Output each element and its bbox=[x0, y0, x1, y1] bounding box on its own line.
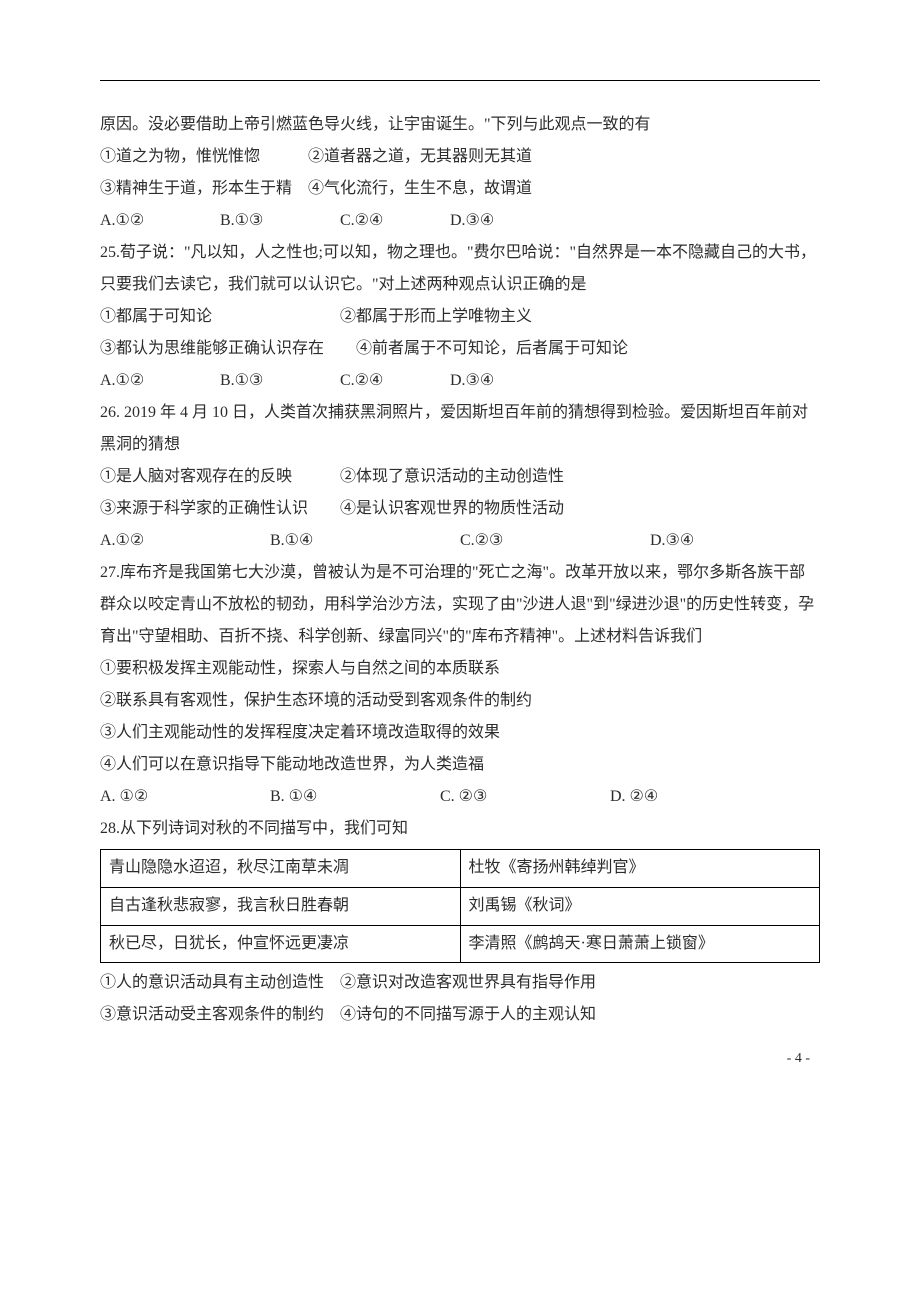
q26-options: A.①② B.①④ C.②③ D.③④ bbox=[100, 525, 820, 557]
option-d: D.③④ bbox=[450, 365, 560, 397]
lead-in-options: A.①② B.①③ C.②④ D.③④ bbox=[100, 205, 820, 237]
q27-stem: 27.库布齐是我国第七大沙漠，曾被认为是不可治理的"死亡之海"。改革开放以来，鄂… bbox=[100, 557, 820, 653]
lead-in-stem: 原因。没必要借助上帝引燃蓝色导火线，让宇宙诞生。"下列与此观点一致的有 bbox=[100, 109, 820, 141]
option-b: B. ①④ bbox=[270, 781, 440, 813]
q25-options: A.①② B.①③ C.②④ D.③④ bbox=[100, 365, 820, 397]
option-b: B.①③ bbox=[220, 205, 340, 237]
page-number: - 4 - bbox=[787, 1051, 810, 1067]
q28-item-2: ③意识活动受主客观条件的制约 ④诗句的不同描写源于人的主观认知 bbox=[100, 999, 820, 1031]
lead-in-item-1: ①道之为物，惟恍惟惚 ②道者器之道，无其器则无其道 bbox=[100, 141, 820, 173]
q25-item-1: ①都属于可知论 ②都属于形而上学唯物主义 bbox=[100, 301, 820, 333]
table-row: 秋已尽，日犹长，仲宣怀远更凄凉 李清照《鹧鸪天·寒日萧萧上锁窗》 bbox=[101, 925, 820, 963]
poem-cell: 自古逢秋悲寂寥，我言秋日胜春朝 bbox=[101, 887, 461, 925]
q27-options: A. ①② B. ①④ C. ②③ D. ②④ bbox=[100, 781, 820, 813]
option-d: D. ②④ bbox=[610, 781, 658, 813]
q27-item-1: ①要积极发挥主观能动性，探索人与自然之间的本质联系 bbox=[100, 653, 820, 685]
option-b: B.①④ bbox=[270, 525, 460, 557]
option-a: A.①② bbox=[100, 365, 220, 397]
lead-in-item-2: ③精神生于道，形本生于精 ④气化流行，生生不息，故谓道 bbox=[100, 173, 820, 205]
option-d: D.③④ bbox=[650, 525, 694, 557]
q27-item-4: ④人们可以在意识指导下能动地改造世界，为人类造福 bbox=[100, 749, 820, 781]
q26-stem: 26. 2019 年 4 月 10 日，人类首次捕获黑洞照片，爱因斯坦百年前的猜… bbox=[100, 397, 820, 461]
option-a: A.①② bbox=[100, 205, 220, 237]
option-d: D.③④ bbox=[450, 205, 560, 237]
top-rule bbox=[100, 80, 820, 81]
option-a: A.①② bbox=[100, 525, 270, 557]
option-a: A. ①② bbox=[100, 781, 270, 813]
source-cell: 刘禹锡《秋词》 bbox=[460, 887, 820, 925]
document-page: 原因。没必要借助上帝引燃蓝色导火线，让宇宙诞生。"下列与此观点一致的有 ①道之为… bbox=[0, 0, 920, 1091]
option-c: C.②③ bbox=[460, 525, 650, 557]
poem-cell: 青山隐隐水迢迢，秋尽江南草未凋 bbox=[101, 850, 461, 888]
option-c: C. ②③ bbox=[440, 781, 610, 813]
source-cell: 杜牧《寄扬州韩绰判官》 bbox=[460, 850, 820, 888]
q26-item-2: ③来源于科学家的正确性认识 ④是认识客观世界的物质性活动 bbox=[100, 493, 820, 525]
q25-item-2: ③都认为思维能够正确认识存在 ④前者属于不可知论，后者属于可知论 bbox=[100, 333, 820, 365]
q28-item-1: ①人的意识活动具有主动创造性 ②意识对改造客观世界具有指导作用 bbox=[100, 967, 820, 999]
poem-cell: 秋已尽，日犹长，仲宣怀远更凄凉 bbox=[101, 925, 461, 963]
option-b: B.①③ bbox=[220, 365, 340, 397]
q27-item-3: ③人们主观能动性的发挥程度决定着环境改造取得的效果 bbox=[100, 717, 820, 749]
q26-item-1: ①是人脑对客观存在的反映 ②体现了意识活动的主动创造性 bbox=[100, 461, 820, 493]
option-c: C.②④ bbox=[340, 205, 450, 237]
q28-stem: 28.从下列诗词对秋的不同描写中，我们可知 bbox=[100, 813, 820, 845]
q25-stem: 25.荀子说："凡以知，人之性也;可以知，物之理也。"费尔巴哈说："自然界是一本… bbox=[100, 237, 820, 301]
table-row: 自古逢秋悲寂寥，我言秋日胜春朝 刘禹锡《秋词》 bbox=[101, 887, 820, 925]
table-row: 青山隐隐水迢迢，秋尽江南草未凋 杜牧《寄扬州韩绰判官》 bbox=[101, 850, 820, 888]
source-cell: 李清照《鹧鸪天·寒日萧萧上锁窗》 bbox=[460, 925, 820, 963]
option-c: C.②④ bbox=[340, 365, 450, 397]
q28-table: 青山隐隐水迢迢，秋尽江南草未凋 杜牧《寄扬州韩绰判官》 自古逢秋悲寂寥，我言秋日… bbox=[100, 849, 820, 963]
q27-item-2: ②联系具有客观性，保护生态环境的活动受到客观条件的制约 bbox=[100, 685, 820, 717]
